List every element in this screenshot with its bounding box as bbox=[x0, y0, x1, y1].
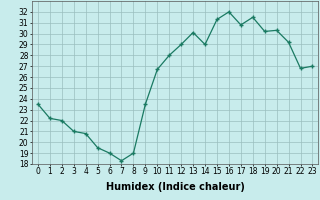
X-axis label: Humidex (Indice chaleur): Humidex (Indice chaleur) bbox=[106, 182, 244, 192]
